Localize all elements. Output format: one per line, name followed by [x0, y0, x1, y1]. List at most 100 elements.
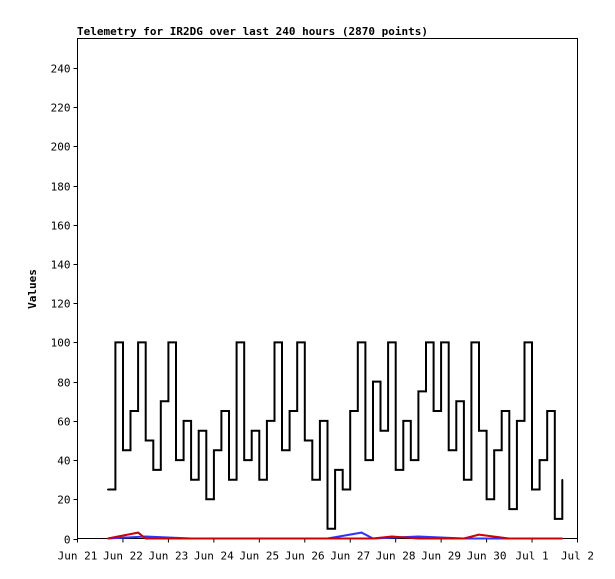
y-tick-label: 160 [51, 220, 71, 233]
data-point [440, 341, 442, 344]
y-tick-label: 180 [51, 181, 71, 194]
data-point [523, 341, 526, 344]
data-point [470, 341, 473, 344]
data-point [387, 341, 389, 344]
y-tick-label: 80 [57, 377, 70, 390]
data-point [114, 341, 117, 344]
data-point [243, 459, 245, 461]
data-point [455, 400, 458, 403]
data-point [281, 537, 283, 540]
data-point [463, 537, 465, 540]
data-point [360, 531, 363, 534]
data-point [372, 537, 374, 540]
data-point [137, 341, 139, 344]
data-point [266, 420, 268, 422]
y-tick-label: 240 [51, 63, 71, 76]
data-point [357, 341, 359, 344]
y-tick-label: 0 [64, 534, 71, 547]
data-point [281, 449, 283, 452]
x-tick-label: Jun 29 [421, 550, 461, 563]
data-point [478, 533, 480, 536]
data-point [235, 341, 238, 344]
data-point [516, 420, 518, 422]
y-tick-label: 20 [57, 494, 70, 507]
x-tick-label: Jun 24 [194, 550, 234, 563]
data-point [349, 410, 352, 412]
y-axis: 0 20 40 60 80 100 120 140 160 180 200 220 240 [51, 63, 78, 547]
x-axis: Jun 21 Jun 22 Jun 23 Jun 24 Jun 25 Jun 26 Jun … [58, 538, 594, 563]
data-point [410, 459, 412, 461]
data-point [478, 429, 480, 432]
data-point [546, 410, 548, 412]
data-point [235, 537, 238, 540]
x-tick-label: Jun 30 [467, 550, 507, 563]
data-point [561, 478, 564, 481]
series-layer [107, 341, 564, 540]
x-tick-label: Jun 28 [376, 550, 416, 563]
data-point [319, 420, 321, 422]
series-line-0 [107, 341, 564, 530]
data-point [379, 429, 382, 432]
data-point [190, 478, 192, 481]
data-point [447, 449, 450, 452]
data-point [144, 439, 147, 442]
y-tick-label: 200 [51, 141, 71, 154]
x-tick-label: Jul 2 [561, 550, 594, 563]
data-point [500, 410, 503, 412]
data-point [391, 535, 393, 538]
x-tick-label: Jun 21 [58, 550, 98, 563]
data-point [334, 469, 336, 471]
data-point [364, 459, 367, 461]
x-tick-label: Jun 22 [103, 550, 143, 563]
chart-title: Telemetry for IR2DG over last 240 hours … [77, 25, 428, 38]
data-point [493, 449, 496, 452]
data-point [182, 420, 185, 422]
data-point [372, 380, 374, 383]
data-point [311, 478, 314, 481]
x-tick-label: Jun 25 [239, 550, 279, 563]
data-point [107, 488, 109, 491]
data-point [122, 449, 124, 452]
data-point [394, 469, 397, 471]
data-point [190, 537, 192, 540]
data-point [402, 420, 405, 422]
y-tick-label: 220 [51, 102, 71, 115]
data-point [167, 341, 170, 344]
data-point [531, 488, 533, 491]
data-point [129, 410, 132, 412]
data-point [137, 531, 139, 534]
data-point [205, 498, 208, 501]
data-point [417, 535, 420, 538]
data-point [508, 508, 511, 510]
data-point [175, 459, 177, 461]
series-0 [107, 341, 564, 530]
data-point [341, 488, 344, 491]
data-point [258, 478, 261, 481]
x-tick-label: Jul 1 [515, 550, 548, 563]
data-point [417, 537, 420, 540]
y-tick-label: 140 [51, 259, 71, 272]
data-point [326, 527, 329, 530]
data-point [213, 449, 215, 452]
data-point [273, 341, 276, 344]
data-point [160, 400, 162, 403]
data-point [250, 429, 253, 432]
data-point [220, 410, 223, 412]
data-point [144, 537, 147, 540]
data-point [304, 439, 306, 442]
y-axis-label: Values [26, 269, 39, 309]
data-point [508, 537, 511, 540]
data-point [432, 410, 435, 412]
series-line-2 [107, 531, 563, 540]
data-point [288, 410, 291, 412]
y-tick-label: 120 [51, 298, 71, 311]
data-point [463, 478, 465, 481]
data-point [228, 478, 230, 481]
y-tick-label: 60 [57, 416, 70, 429]
x-tick-label: Jun 23 [149, 550, 189, 563]
x-tick-label: Jun 26 [285, 550, 325, 563]
data-point [417, 390, 420, 393]
data-point [554, 518, 556, 520]
